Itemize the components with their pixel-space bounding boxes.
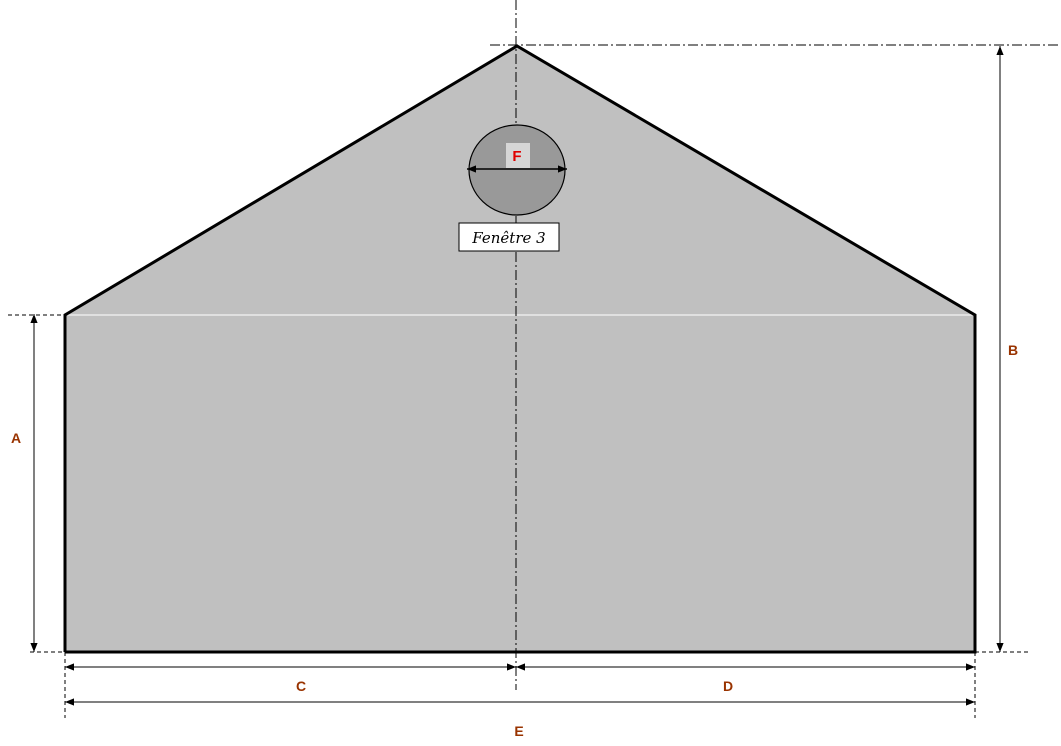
window-caption-box xyxy=(458,222,560,252)
dimension-b-label: B xyxy=(1008,342,1018,358)
wall-shape xyxy=(63,44,977,654)
dimension-e-label: E xyxy=(514,723,523,739)
wall-fill xyxy=(65,46,975,652)
window-caption: Fenêtre 3 xyxy=(458,222,560,252)
dimension-a-label: A xyxy=(11,430,21,446)
dimension-labels: A B C D E xyxy=(11,342,1018,739)
dimension-f-label: F xyxy=(512,148,521,165)
round-window: F xyxy=(467,124,567,216)
dimension-d-label: D xyxy=(723,678,733,694)
window-caption-text: Fenêtre 3 xyxy=(471,229,545,247)
window-circle xyxy=(468,124,566,216)
dimension-c-label: C xyxy=(296,678,306,694)
wall-outline xyxy=(63,44,977,654)
window-letter-background xyxy=(506,143,530,168)
dimension-arrows xyxy=(30,46,1004,706)
